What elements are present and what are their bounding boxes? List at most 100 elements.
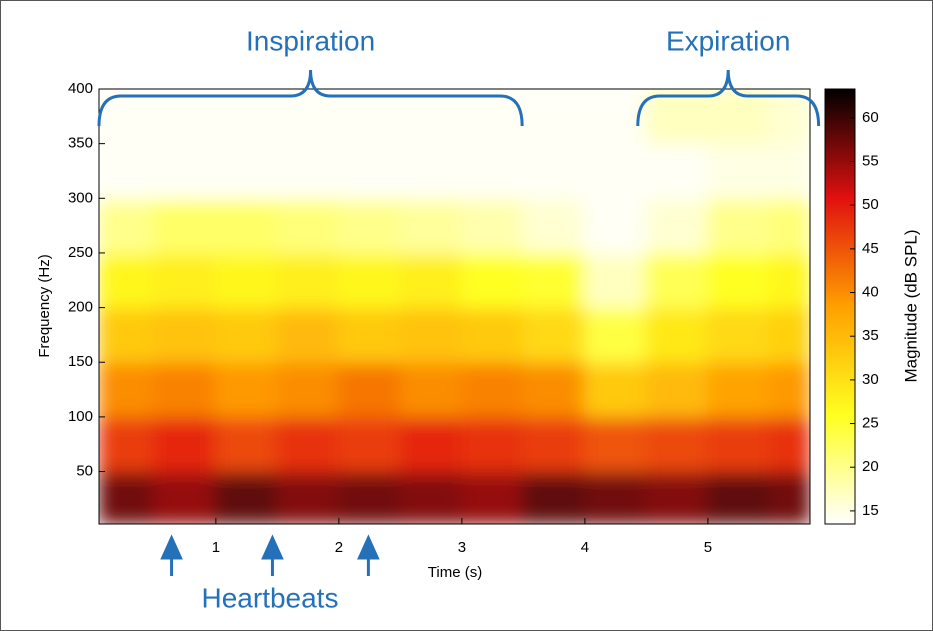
cell [399,415,463,473]
cell [214,89,279,145]
cell [768,306,810,364]
cell [583,361,648,418]
cell [583,142,648,200]
cell [99,361,156,418]
cell [153,251,217,309]
cell [583,415,648,473]
cell [276,251,340,309]
cell [645,251,709,309]
colorbar-tick-label: 50 [862,196,879,213]
cell [153,142,217,200]
cell [583,89,648,145]
cell [768,142,810,200]
cell [583,306,648,364]
cell [337,89,402,145]
y-tick-label: 350 [68,135,93,152]
cell [706,251,771,309]
cell [399,470,463,524]
cell [460,306,525,364]
arrow [160,534,183,576]
cell [645,89,709,145]
cell [399,142,463,200]
colorbar-tick-label: 35 [862,327,879,344]
colorbar-tick-label: 15 [862,502,879,519]
colorbar-tick-label: 30 [862,371,879,388]
cell [153,89,217,145]
arrow [261,534,284,576]
cell [460,197,525,254]
colorbar-tick-label: 40 [862,283,879,300]
annotation-label: Inspiration [246,25,375,56]
heatmap [99,89,810,524]
cell [214,197,279,254]
cell [399,89,463,145]
cell [153,361,217,418]
cell [645,142,709,200]
cell [153,306,217,364]
cell [460,361,525,418]
colorbar-tick-label: 45 [862,240,879,257]
cell [522,89,586,145]
cell [522,306,586,364]
y-tick-label: 300 [68,189,93,206]
cell [153,197,217,254]
cell [276,361,340,418]
y-tick-label: 150 [68,353,93,370]
y-tick-label: 200 [68,299,93,316]
cell [337,306,402,364]
brace [636,69,821,127]
cell [99,306,156,364]
cell [214,415,279,473]
cell [337,197,402,254]
cell [583,197,648,254]
cell [276,89,340,145]
cell [768,415,810,473]
cell [153,470,217,524]
cell [645,470,709,524]
y-axis-label: Frequency (Hz) [36,254,53,357]
cell [276,142,340,200]
colorbar-tick-label: 25 [862,415,879,432]
cell [706,415,771,473]
cell [153,415,217,473]
cell [399,251,463,309]
colorbar-tick-label: 20 [862,458,879,475]
cell [522,142,586,200]
cell [276,306,340,364]
cell [214,306,279,364]
cell [460,415,525,473]
y-tick-label: 400 [68,80,93,97]
cell [214,142,279,200]
x-tick-label: 4 [581,539,589,556]
cell [399,306,463,364]
cell [399,197,463,254]
colorbar [824,88,856,525]
cell [276,197,340,254]
cell [99,142,156,200]
colorbar-tick-label: 55 [862,152,879,169]
cell [706,89,771,145]
cell [706,197,771,254]
cell [276,415,340,473]
cell [460,470,525,524]
cell [522,361,586,418]
cell [645,197,709,254]
cell [214,361,279,418]
cell [768,197,810,254]
x-tick-label: 2 [335,539,343,556]
cell [522,415,586,473]
cell [706,142,771,200]
cell [522,251,586,309]
cell [337,251,402,309]
y-tick-label: 50 [76,463,93,480]
cell [337,415,402,473]
y-tick-label: 100 [68,408,93,425]
colorbar-tick-label: 60 [862,109,879,126]
annotation-label: Heartbeats [202,582,339,613]
cell [214,251,279,309]
cell [276,470,340,524]
cell [99,197,156,254]
x-tick-label: 3 [458,539,466,556]
brace [97,69,524,127]
